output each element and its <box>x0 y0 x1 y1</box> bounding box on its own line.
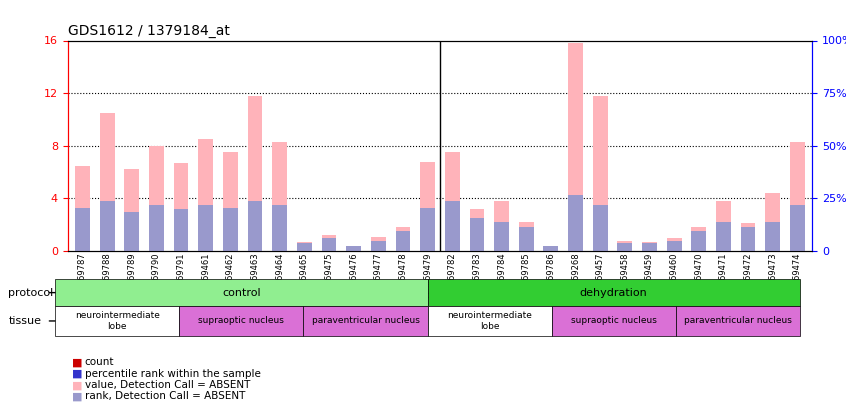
Text: paraventricular nucleus: paraventricular nucleus <box>311 316 420 326</box>
Text: value, Detection Call = ABSENT: value, Detection Call = ABSENT <box>85 380 250 390</box>
Text: ■: ■ <box>72 358 82 367</box>
Bar <box>593 96 607 251</box>
Bar <box>297 243 311 251</box>
Bar <box>716 222 731 251</box>
Bar <box>445 152 459 251</box>
Bar <box>543 246 558 251</box>
Bar <box>248 96 262 251</box>
Bar <box>716 201 731 251</box>
Bar <box>124 211 140 251</box>
Bar <box>223 208 238 251</box>
Text: count: count <box>85 358 114 367</box>
Bar <box>569 43 583 251</box>
Text: rank, Detection Call = ABSENT: rank, Detection Call = ABSENT <box>85 392 245 401</box>
Bar <box>667 241 682 251</box>
Bar <box>790 205 805 251</box>
Bar <box>519 222 534 251</box>
Text: protocol: protocol <box>8 288 53 298</box>
Text: tissue: tissue <box>8 316 41 326</box>
Bar <box>445 201 459 251</box>
Text: control: control <box>222 288 261 298</box>
Bar <box>371 241 386 251</box>
Bar <box>396 228 410 251</box>
Bar <box>371 237 386 251</box>
Bar <box>75 166 90 251</box>
Text: ■: ■ <box>72 380 82 390</box>
Bar <box>543 247 558 251</box>
Text: dehydration: dehydration <box>580 288 647 298</box>
Bar <box>321 238 337 251</box>
Bar <box>346 247 361 251</box>
Bar <box>198 139 213 251</box>
Bar <box>149 146 164 251</box>
Bar <box>223 152 238 251</box>
Bar <box>173 163 189 251</box>
Bar <box>618 241 632 251</box>
Bar <box>420 162 435 251</box>
Text: ■: ■ <box>72 392 82 401</box>
Bar <box>470 209 484 251</box>
Bar <box>75 208 90 251</box>
Bar <box>396 231 410 251</box>
Bar <box>790 142 805 251</box>
Bar <box>173 209 189 251</box>
Bar <box>691 228 706 251</box>
Bar <box>149 205 164 251</box>
Text: paraventricular nucleus: paraventricular nucleus <box>684 316 792 326</box>
Bar <box>420 208 435 251</box>
Text: GDS1612 / 1379184_at: GDS1612 / 1379184_at <box>68 24 229 38</box>
Bar <box>618 243 632 251</box>
Bar <box>470 218 484 251</box>
Bar <box>494 201 509 251</box>
Bar <box>642 243 656 251</box>
Bar <box>740 224 755 251</box>
Bar <box>321 235 337 251</box>
Bar <box>124 169 140 251</box>
Bar <box>297 242 311 251</box>
Text: percentile rank within the sample: percentile rank within the sample <box>85 369 261 379</box>
Text: neurointermediate
lobe: neurointermediate lobe <box>75 311 160 330</box>
Bar <box>100 113 114 251</box>
Bar <box>519 228 534 251</box>
Bar <box>593 205 607 251</box>
Bar <box>272 142 287 251</box>
Bar <box>198 205 213 251</box>
Bar <box>766 193 780 251</box>
Bar <box>766 222 780 251</box>
Bar <box>100 201 114 251</box>
Bar <box>346 246 361 251</box>
Bar <box>642 242 656 251</box>
Text: neurointermediate
lobe: neurointermediate lobe <box>448 311 532 330</box>
Bar <box>569 194 583 251</box>
Text: supraoptic nucleus: supraoptic nucleus <box>199 316 284 326</box>
Bar <box>691 231 706 251</box>
Bar <box>740 228 755 251</box>
Text: ■: ■ <box>72 369 82 379</box>
Bar <box>667 238 682 251</box>
Bar <box>272 205 287 251</box>
Text: supraoptic nucleus: supraoptic nucleus <box>571 316 656 326</box>
Bar <box>248 201 262 251</box>
Bar <box>494 222 509 251</box>
